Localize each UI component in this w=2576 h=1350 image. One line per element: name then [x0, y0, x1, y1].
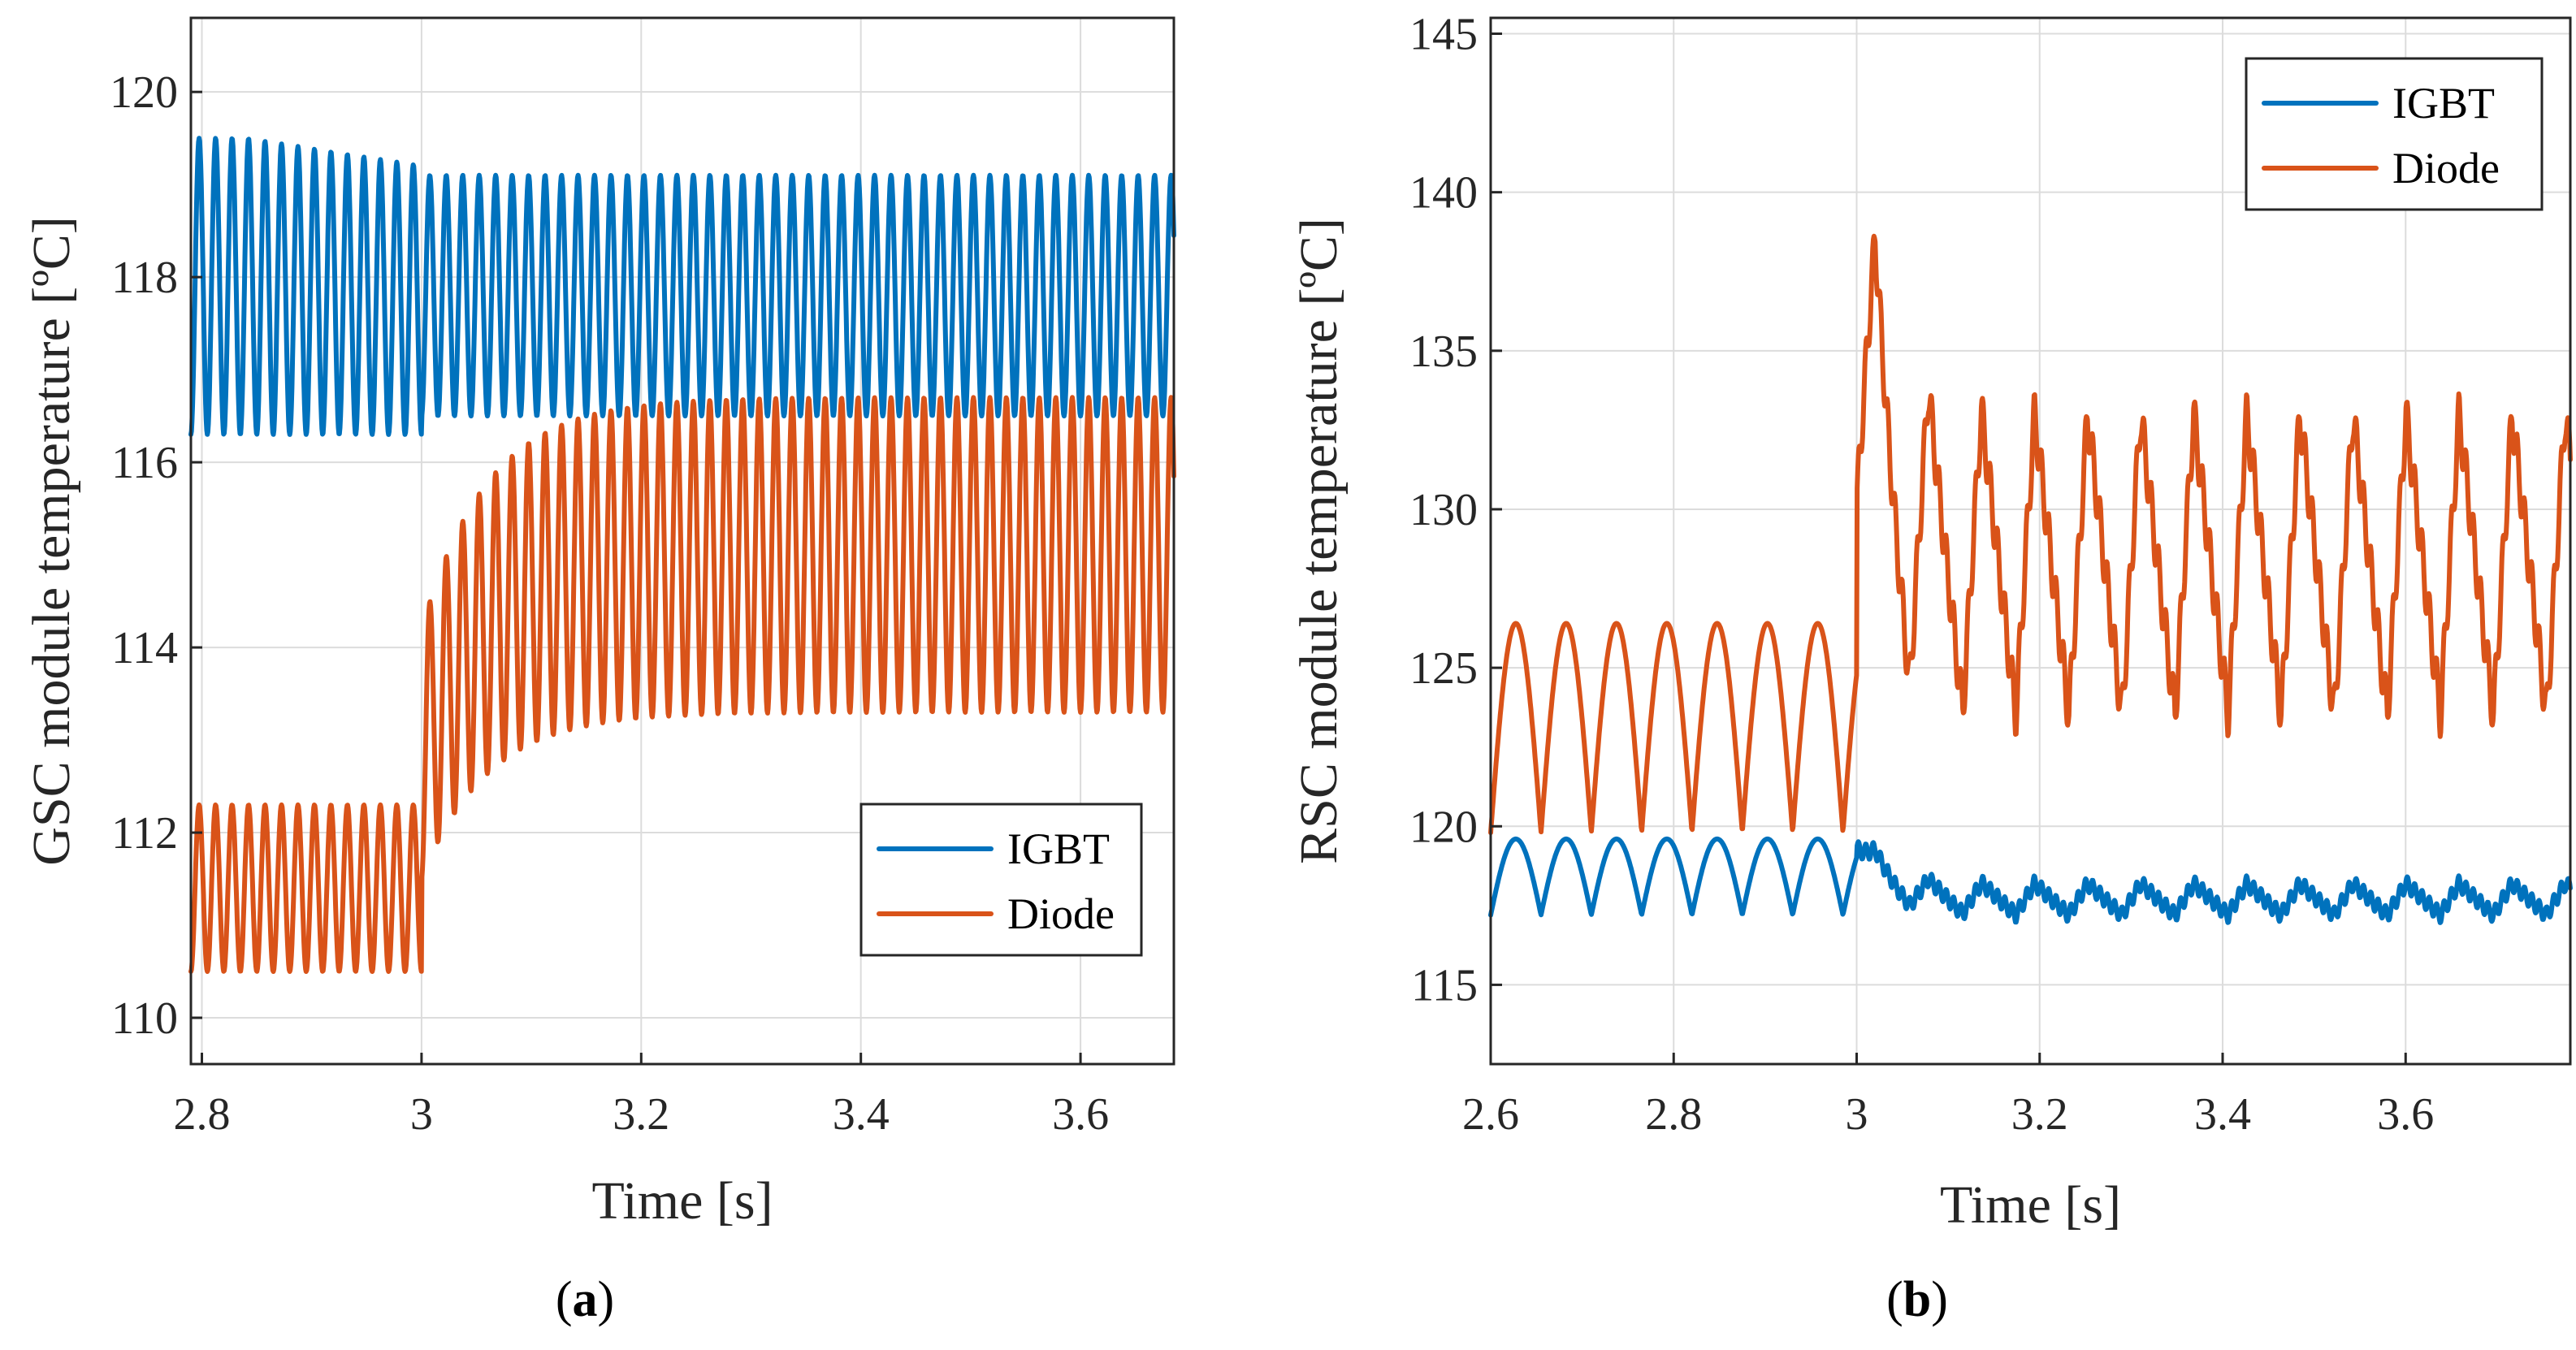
caption-a-letter: a [573, 1272, 598, 1327]
y-tick-label: 110 [111, 993, 178, 1044]
y-tick-label: 125 [1409, 643, 1478, 694]
chart-panel-a: 2.8 3 3.2 3.4 3.6 110 112 114 116 118 120 Time [s]… [22, 16, 1176, 1327]
caption-b-close: ) [1931, 1272, 1948, 1327]
axes-frame-a [189, 16, 1175, 1066]
series-diode-line-a [188, 395, 1176, 974]
y-tick-label: 130 [1409, 485, 1478, 535]
legend-a: IGBT Diode [859, 803, 1143, 957]
legend-label-diode-a: Diode [1007, 889, 1115, 938]
caption-a-open: ( [556, 1272, 573, 1327]
caption-b-open: ( [1886, 1272, 1903, 1327]
x-tick-label: 3.2 [2011, 1089, 2068, 1140]
x-tick-label: 2.8 [174, 1089, 231, 1140]
series-igbt-line-b [1488, 836, 2573, 925]
x-tick-label: 2.8 [1645, 1089, 1702, 1140]
y-axis-label-b: RSC module temperature [ºC] [1289, 218, 1349, 864]
x-tick-label: 3.4 [833, 1089, 890, 1140]
caption-b-letter: b [1903, 1272, 1931, 1327]
y-tick-label: 114 [111, 623, 178, 673]
y-tick-label: 145 [1409, 10, 1478, 60]
y-tick-label: 120 [110, 67, 178, 118]
x-axis-label-a: Time [s] [591, 1171, 773, 1231]
legend-label-igbt-a: IGBT [1007, 824, 1110, 873]
y-tick-label: 116 [111, 438, 178, 488]
series-group-a [188, 136, 1176, 974]
legend-label-diode-b: Diode [2392, 144, 2500, 193]
caption-a-close: ) [598, 1272, 615, 1327]
caption-a: (a) [556, 1272, 614, 1327]
x-tick-label: 3 [410, 1089, 433, 1140]
legend-b: IGBT Diode [2245, 57, 2544, 211]
tick-labels-b: 2.6 2.8 3 3.2 3.4 3.6 115 120 125 130 135 140 145 [1409, 10, 2434, 1140]
x-tick-label: 3.6 [2377, 1089, 2434, 1140]
y-tick-label: 120 [1409, 802, 1478, 852]
series-igbt-line-a [188, 136, 1176, 437]
series-diode-line-b [1488, 233, 2573, 836]
x-axis-label-b: Time [s] [1940, 1175, 2121, 1235]
y-axis-label-a: GSC module temperature [ºC] [22, 216, 81, 865]
series-group-b [1488, 233, 2573, 925]
tick-labels-a: 2.8 3 3.2 3.4 3.6 110 112 114 116 118 120 [110, 67, 1109, 1140]
legend-box-b [2245, 57, 2544, 211]
x-tick-label: 3 [1846, 1089, 1868, 1140]
y-tick-label: 140 [1409, 168, 1478, 219]
x-tick-label: 3.2 [613, 1089, 669, 1140]
y-tick-label: 115 [1411, 960, 1478, 1010]
chart-panel-b: 2.6 2.8 3 3.2 3.4 3.6 115 120 125 130 135 140 145 Ti… [1289, 10, 2573, 1327]
caption-b: (b) [1886, 1272, 1948, 1327]
y-tick-label: 112 [111, 808, 178, 859]
y-tick-label: 118 [111, 253, 178, 303]
x-tick-label: 3.4 [2194, 1089, 2251, 1140]
y-tick-label: 135 [1409, 327, 1478, 377]
legend-box-a [859, 803, 1143, 957]
x-tick-label: 2.6 [1462, 1089, 1519, 1140]
x-tick-label: 3.6 [1052, 1089, 1109, 1140]
axes-frame-b [1489, 16, 2572, 1066]
legend-label-igbt-b: IGBT [2392, 79, 2495, 128]
